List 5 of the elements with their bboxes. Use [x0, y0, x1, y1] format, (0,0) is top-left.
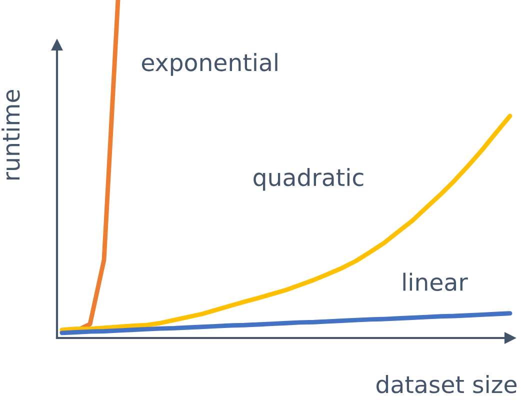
- y-axis-title: runtime: [2, 90, 20, 180]
- series-label: exponential: [142, 53, 278, 76]
- text: quadratic: [254, 168, 364, 191]
- series-label: linear: [403, 272, 468, 292]
- x-axis-title: dataset size: [376, 375, 517, 394]
